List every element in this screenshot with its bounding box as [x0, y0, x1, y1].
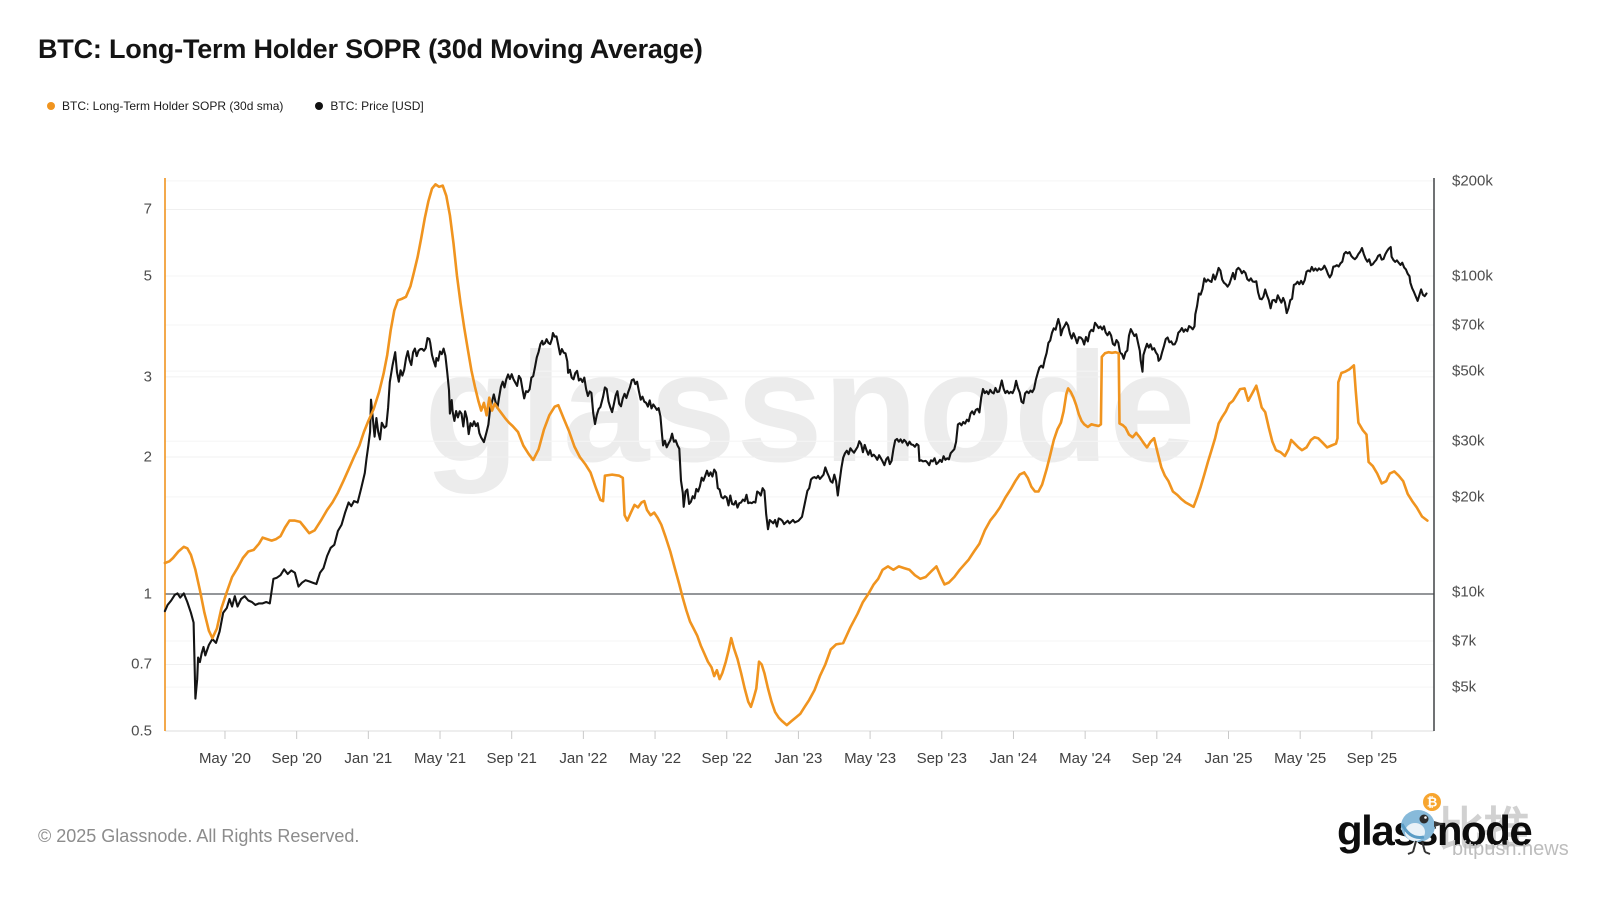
sopr-series-dot-icon — [47, 102, 55, 110]
bitpush-cn-watermark: 比推 — [1438, 803, 1530, 855]
copyright-text: © 2025 Glassnode. All Rights Reserved. — [38, 826, 360, 846]
legend: BTC: Long-Term Holder SOPR (30d sma) BTC… — [47, 99, 424, 113]
price-series-dot-icon — [315, 102, 324, 110]
price-line[interactable] — [163, 245, 1428, 700]
glassnode-logo: glassnode — [1337, 807, 1533, 855]
sopr-line[interactable] — [163, 183, 1429, 727]
bitpush-news-watermark: bitpush.news — [1452, 838, 1569, 860]
bitcoin-badge-icon: ₿ — [1423, 793, 1441, 811]
page-title: BTC: Long-Term Holder SOPR (30d Moving A… — [38, 34, 703, 64]
legend-label-price: BTC: Price [USD] — [330, 99, 424, 113]
legend-item-sopr[interactable]: BTC: Long-Term Holder SOPR (30d sma) — [47, 99, 283, 113]
bitpush-bird-icon: ₿ — [1400, 793, 1444, 855]
legend-label-sopr: BTC: Long-Term Holder SOPR (30d sma) — [62, 99, 284, 113]
legend-item-price[interactable]: BTC: Price [USD] — [315, 99, 424, 113]
svg-text:₿: ₿ — [1427, 795, 1438, 810]
